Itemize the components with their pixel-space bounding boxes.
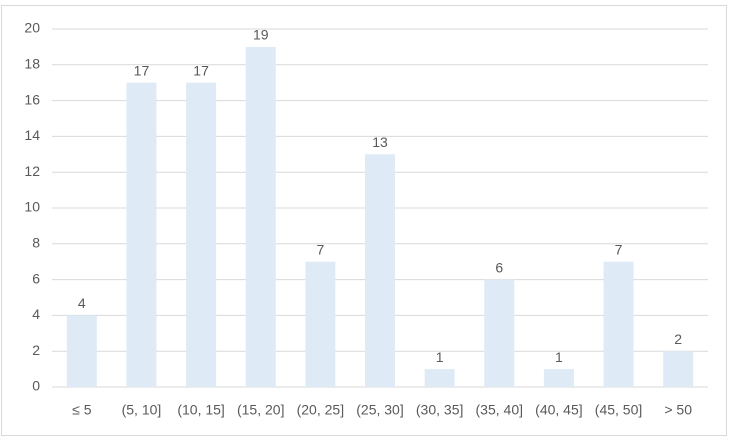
data-label: 7 [615,241,623,257]
x-tick-label: (40, 45] [535,402,582,418]
data-label: 2 [674,331,682,347]
x-tick-label: (30, 35] [416,402,463,418]
bar [126,82,157,387]
y-tick-label: 10 [24,199,40,215]
data-label: 19 [253,27,269,43]
y-tick-label: 6 [32,270,40,286]
x-tick-label: ≤ 5 [72,402,92,418]
bar [245,46,276,388]
data-label: 1 [555,349,563,365]
data-label: 17 [134,62,150,78]
y-tick-label: 20 [24,20,40,36]
bar [663,351,694,387]
x-tick-label: (5, 10] [122,402,162,418]
y-tick-label: 0 [32,378,40,394]
data-label: 4 [78,295,86,311]
x-tick-label: (10, 15] [177,402,224,418]
bar [543,369,574,387]
x-tick-label: > 50 [664,402,692,418]
bar [186,82,217,387]
y-tick-label: 8 [32,235,40,251]
y-tick-label: 12 [24,163,40,179]
y-tick-label: 16 [24,91,40,107]
data-label: 6 [495,259,503,275]
bar [305,261,336,387]
bar [365,154,395,387]
y-tick-label: 2 [32,342,40,358]
x-tick-label: (45, 50] [595,402,642,418]
x-tick-label: (20, 25] [297,402,344,418]
data-label: 13 [372,134,388,150]
data-label: 17 [193,62,209,78]
bar [603,261,634,387]
data-label: 1 [436,349,444,365]
bar [424,369,455,387]
y-tick-label: 4 [32,306,40,322]
x-tick-label: (25, 30] [356,402,403,418]
x-tick-label: (15, 20] [237,402,284,418]
x-tick-label: (35, 40] [476,402,523,418]
y-tick-label: 18 [24,56,40,72]
bar [66,315,97,387]
y-tick-label: 14 [24,127,40,143]
bar [484,279,515,387]
data-label: 7 [316,241,324,257]
